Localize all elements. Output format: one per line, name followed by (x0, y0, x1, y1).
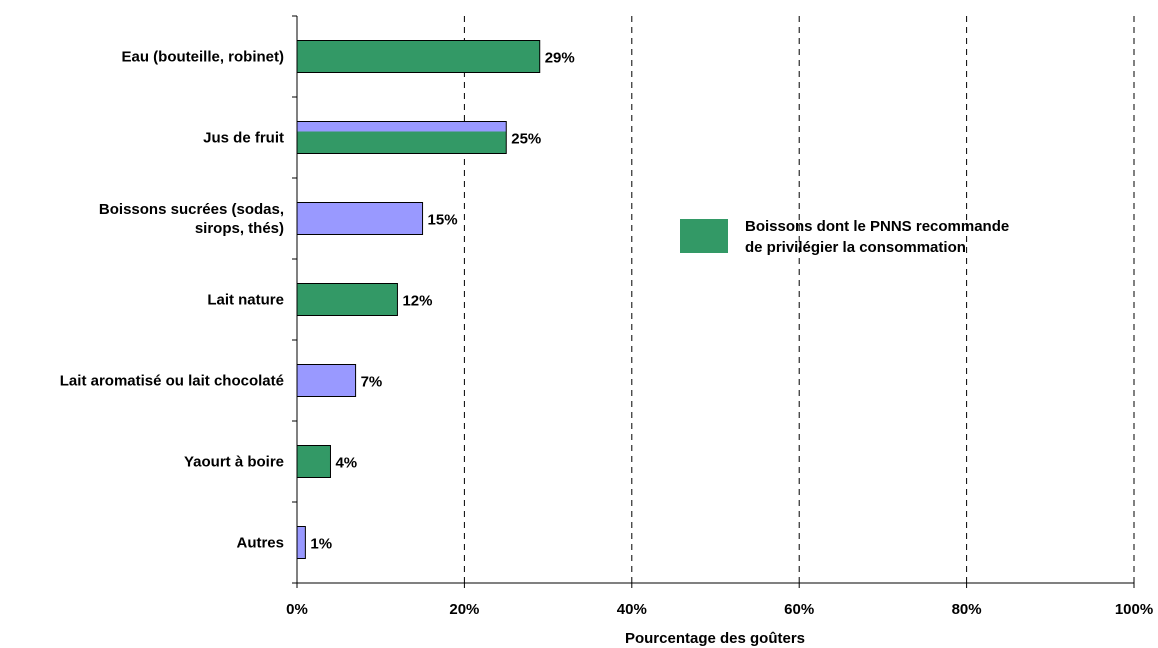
value-label: 7% (361, 374, 383, 391)
x-axis-title: Pourcentage des goûters (625, 630, 805, 647)
category-label: Jus de fruit (203, 130, 284, 147)
x-tick-label: 0% (286, 601, 308, 618)
category-label: Lait aromatisé ou lait chocolaté (60, 373, 284, 390)
grid-lines (463, 16, 1135, 583)
bar (296, 40, 541, 73)
bar (296, 445, 331, 478)
category-label: sirops, thés) (195, 220, 284, 237)
x-tick-labels: 0% 20% 40% 60% 80% 100% (286, 601, 1153, 618)
category-label: Yaourt à boire (184, 454, 284, 471)
legend-swatch (680, 219, 728, 253)
legend-label: Boissons dont le PNNS recommande de privi… (745, 218, 1009, 256)
bar (296, 364, 357, 397)
value-labels: 29% 25% 15% 12% 7% 4% 1% (310, 50, 574, 553)
category-labels: Eau (bouteille, robinet) Jus de fruit Bois… (60, 49, 284, 552)
x-tick-label: 100% (1115, 601, 1153, 618)
value-label: 1% (310, 536, 332, 553)
x-tick-label: 20% (449, 601, 479, 618)
value-label: 4% (335, 455, 357, 472)
bars (296, 40, 541, 559)
legend: Boissons dont le PNNS recommande de privi… (680, 218, 1009, 256)
value-label: 25% (511, 131, 541, 148)
category-label: Lait nature (207, 292, 284, 309)
x-tick-label: 40% (617, 601, 647, 618)
category-label: Boissons sucrées (sodas, (99, 201, 284, 218)
x-tick-label: 80% (952, 601, 982, 618)
axes (292, 15, 1135, 588)
legend-label-line: de privilégier la consommation (745, 239, 966, 256)
bar (296, 202, 424, 235)
bar (296, 283, 398, 316)
x-tick-label: 60% (784, 601, 814, 618)
value-label: 12% (402, 293, 432, 310)
bar-segment-top (297, 121, 507, 132)
bar-segment-bottom (297, 131, 507, 154)
legend-label-line: Boissons dont le PNNS recommande (745, 218, 1009, 235)
category-label: Eau (bouteille, robinet) (121, 49, 284, 66)
category-label: Autres (236, 535, 284, 552)
value-label: 15% (428, 212, 458, 229)
value-label: 29% (545, 50, 575, 67)
bar (296, 526, 306, 559)
